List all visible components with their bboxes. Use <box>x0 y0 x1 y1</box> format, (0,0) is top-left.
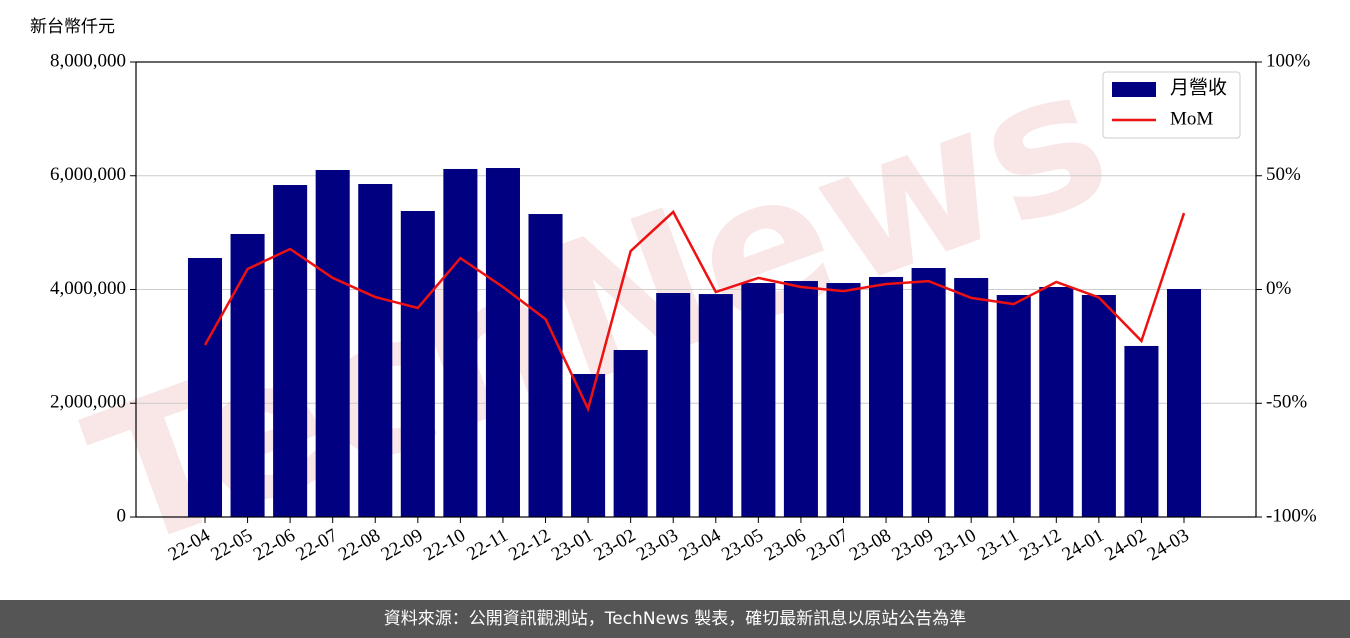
y2-tick-label: 0% <box>1266 278 1292 299</box>
x-tick-label: 23-01 <box>548 525 597 565</box>
bar <box>273 185 308 517</box>
bar <box>656 293 691 517</box>
y2-tick-label: -50% <box>1266 392 1307 413</box>
x-tick-label: 24-01 <box>1059 525 1108 565</box>
bar <box>571 374 606 517</box>
y-tick-label: 8,000,000 <box>50 50 126 71</box>
bar <box>1166 288 1202 517</box>
x-tick-label: 23-08 <box>846 525 895 565</box>
bar <box>996 295 1031 517</box>
y-tick-label: 6,000,000 <box>50 164 126 185</box>
bar <box>230 233 265 518</box>
x-tick-label: 22-12 <box>505 525 554 565</box>
x-tick-label: 22-09 <box>378 525 427 565</box>
bar <box>443 168 478 517</box>
y2-tick-label: 100% <box>1266 50 1311 71</box>
y-axis-label: 新台幣仟元 <box>30 17 115 37</box>
x-tick-label: 23-02 <box>590 525 639 565</box>
legend-swatch <box>1112 82 1156 97</box>
bar <box>698 294 733 517</box>
x-tick-label: 23-05 <box>718 525 767 565</box>
bar <box>613 350 648 517</box>
y-tick-label: 0 <box>117 505 127 526</box>
x-tick-label: 23-06 <box>761 525 810 565</box>
bar <box>869 276 904 517</box>
bar <box>1124 345 1159 517</box>
bar <box>783 281 818 517</box>
y2-tick-label: -100% <box>1266 505 1317 526</box>
legend-label: 月營收 <box>1170 76 1227 98</box>
bar <box>400 211 435 517</box>
legend-label: MoM <box>1170 108 1213 129</box>
bar <box>826 283 861 517</box>
bar <box>1081 295 1116 517</box>
y-tick-label: 4,000,000 <box>50 278 126 299</box>
x-tick-label: 23-03 <box>633 525 682 565</box>
footer: 資料來源：公開資訊觀測站，TechNews 製表，確切最新訊息以原站公告為準 <box>384 609 966 629</box>
x-tick-label: 23-07 <box>803 525 852 565</box>
bar <box>485 168 520 517</box>
x-tick-label: 22-10 <box>420 525 469 565</box>
x-tick-label: 24-02 <box>1101 525 1150 565</box>
x-tick-label: 22-08 <box>335 525 384 565</box>
bar <box>187 257 223 517</box>
x-tick-label: 23-10 <box>931 525 980 565</box>
x-tick-label: 23-12 <box>1016 525 1065 565</box>
bar <box>741 283 776 517</box>
plot-frame <box>135 61 1257 518</box>
bar <box>911 268 946 517</box>
x-tick-label: 23-09 <box>888 525 937 565</box>
y-tick-label: 2,000,000 <box>50 392 126 413</box>
bar <box>1039 286 1074 517</box>
x-tick-label: 24-03 <box>1144 525 1193 565</box>
x-tick-label: 23-11 <box>974 525 1022 565</box>
line <box>203 209 1186 413</box>
bar <box>315 170 350 518</box>
x-tick-label: 23-04 <box>676 525 725 566</box>
footer-bar <box>0 600 1350 638</box>
bar <box>954 278 989 517</box>
y2-tick-label: 50% <box>1266 164 1301 185</box>
x-tick-label: 22-11 <box>463 525 511 565</box>
bar <box>528 214 563 518</box>
bar <box>358 183 393 517</box>
